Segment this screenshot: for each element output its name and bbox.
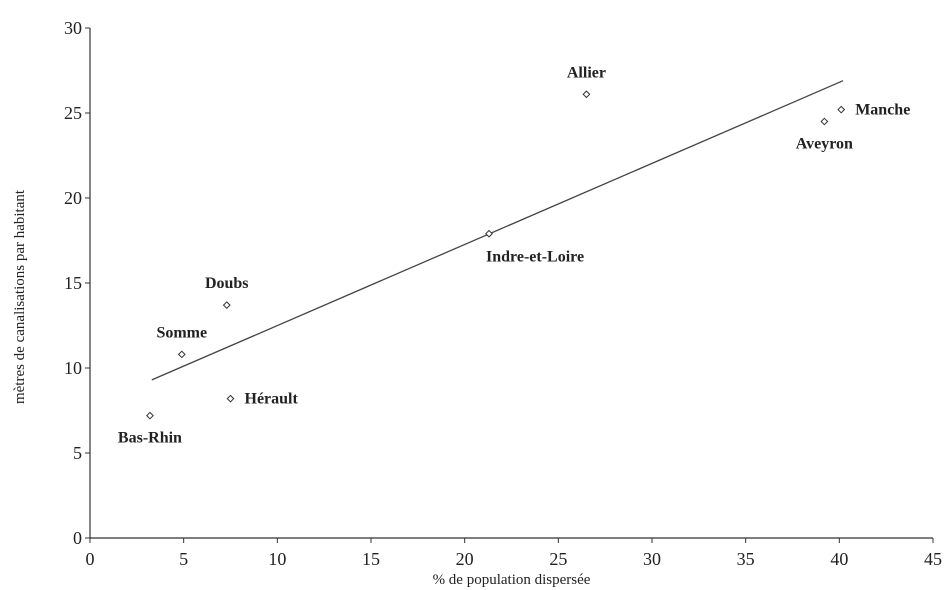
data-point: Doubs bbox=[205, 275, 249, 310]
data-point: Indre-et-Loire bbox=[485, 229, 584, 266]
y-tick-label: 30 bbox=[64, 18, 82, 38]
point-label: Somme bbox=[156, 324, 207, 341]
point-marker bbox=[222, 301, 231, 310]
x-tick-label: 0 bbox=[86, 549, 95, 569]
point-label: Bas-Rhin bbox=[118, 430, 182, 447]
y-tick-label: 20 bbox=[64, 188, 82, 208]
point-marker bbox=[582, 90, 591, 99]
point-label: Doubs bbox=[205, 275, 249, 292]
data-point: Allier bbox=[567, 64, 606, 99]
data-point: Bas-Rhin bbox=[118, 411, 182, 447]
x-tick-label: 30 bbox=[643, 549, 661, 569]
y-tick-label: 0 bbox=[73, 528, 82, 548]
y-axis-title: mètres de canalisations par habitant bbox=[12, 189, 28, 404]
point-marker bbox=[837, 105, 846, 114]
y-tick-label: 5 bbox=[73, 443, 82, 463]
data-point: Manche bbox=[837, 102, 910, 119]
point-label: Aveyron bbox=[796, 136, 853, 153]
x-tick-label: 5 bbox=[179, 549, 188, 569]
point-label: Manche bbox=[855, 102, 910, 119]
data-point: Hérault bbox=[226, 391, 299, 408]
x-tick-label: 35 bbox=[737, 549, 755, 569]
x-tick-label: 20 bbox=[456, 549, 474, 569]
point-label: Indre-et-Loire bbox=[486, 249, 584, 266]
y-tick-label: 15 bbox=[64, 273, 82, 293]
x-axis-title: % de population dispersée bbox=[433, 572, 591, 588]
data-point: Somme bbox=[156, 324, 207, 359]
x-ticks: 0 5 10 15 20 25 30 35 40 45 bbox=[86, 538, 942, 569]
point-label: Allier bbox=[567, 64, 606, 81]
x-tick-label: 40 bbox=[830, 549, 848, 569]
point-marker bbox=[146, 411, 154, 420]
trend-line bbox=[151, 80, 844, 381]
point-marker bbox=[485, 229, 493, 238]
x-tick-label: 45 bbox=[924, 549, 942, 569]
point-marker bbox=[177, 350, 186, 359]
point-label: Hérault bbox=[245, 391, 299, 408]
y-ticks: 0 5 10 15 20 25 30 bbox=[64, 18, 90, 548]
x-tick-label: 10 bbox=[268, 549, 286, 569]
point-marker bbox=[820, 117, 829, 126]
x-tick-label: 15 bbox=[362, 549, 380, 569]
x-tick-label: 25 bbox=[549, 549, 567, 569]
data-point: Aveyron bbox=[796, 117, 853, 153]
point-marker bbox=[226, 394, 235, 403]
y-tick-label: 10 bbox=[64, 358, 82, 378]
y-tick-label: 25 bbox=[64, 103, 82, 123]
